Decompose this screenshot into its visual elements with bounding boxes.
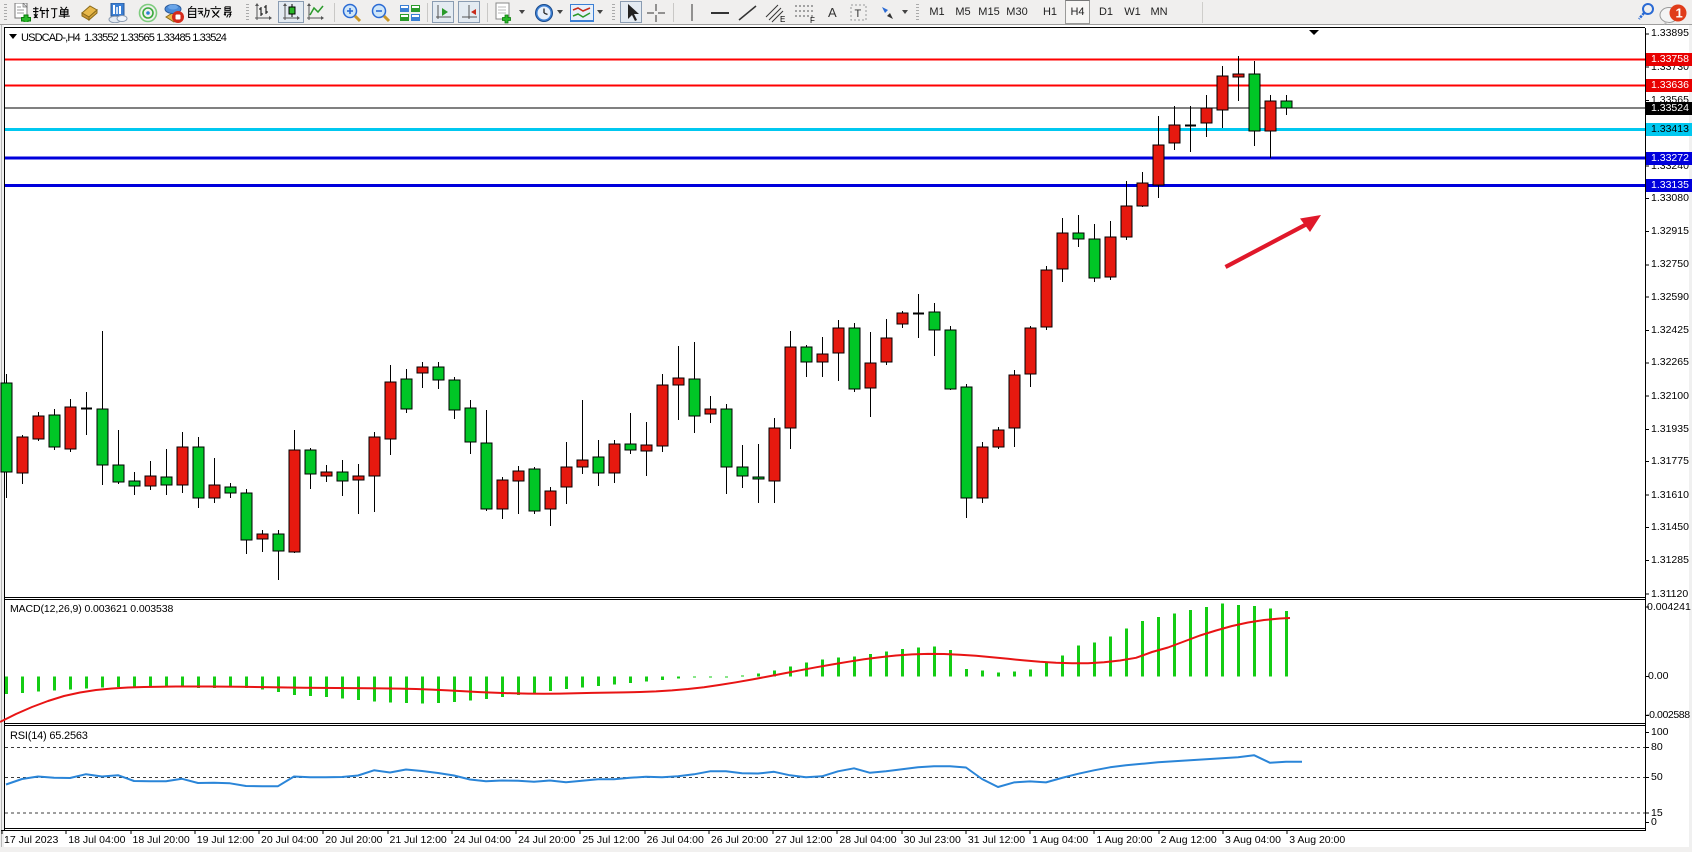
svg-text:E: E bbox=[780, 15, 785, 23]
svg-text:1: 1 bbox=[1676, 6, 1683, 21]
svg-text:F: F bbox=[810, 16, 815, 23]
svg-text:T: T bbox=[855, 8, 862, 20]
